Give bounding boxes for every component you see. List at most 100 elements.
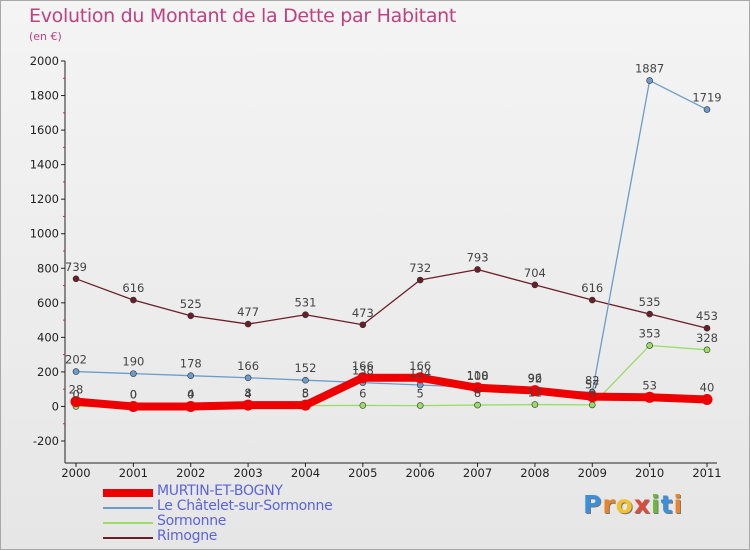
data-point: [357, 372, 369, 384]
x-tick-label: 2001: [119, 466, 148, 480]
data-point: [299, 399, 311, 411]
legend-swatch: [103, 522, 153, 524]
data-point: [244, 374, 252, 382]
x-tick-label: 2003: [233, 466, 262, 480]
data-label: 178: [180, 357, 202, 371]
y-tick-label: 1200: [30, 192, 59, 206]
x-tick-label: 2002: [176, 466, 205, 480]
series-layer: [70, 77, 713, 412]
y-tick-label: 400: [37, 330, 59, 344]
legend-swatch: [103, 537, 153, 539]
data-label: 739: [65, 260, 87, 274]
y-tick-label: 600: [37, 296, 59, 310]
data-point: [70, 396, 82, 408]
data-label: 28: [69, 383, 84, 397]
data-point: [531, 401, 539, 408]
legend-label: Rimogne: [157, 528, 218, 544]
data-label: 4: [187, 387, 194, 401]
data-point: [474, 266, 481, 273]
x-tick-label: 2004: [291, 466, 320, 480]
data-point: [588, 296, 596, 304]
data-point: [529, 385, 541, 397]
series-line-rimogne: [75, 268, 708, 329]
y-tick-label: 1400: [30, 158, 59, 172]
logo-letter: P: [583, 490, 603, 519]
logo-letter: i: [673, 490, 684, 519]
data-point: [359, 321, 367, 329]
data-label: 535: [639, 295, 661, 309]
data-point: [531, 281, 539, 289]
legend-label: MURTIN-ET-BOGNY: [157, 483, 283, 499]
data-label: 166: [237, 359, 259, 373]
data-label: 1719: [692, 91, 721, 105]
data-point: [130, 370, 137, 377]
data-label: 616: [122, 281, 144, 295]
series-line-murtin-et-bogny: [72, 373, 711, 411]
x-tick-label: 2010: [635, 466, 664, 480]
legend-swatch: [103, 489, 153, 497]
logo-letter: o: [615, 490, 634, 519]
data-label: 0: [187, 387, 194, 401]
logo-letter: i: [651, 490, 661, 519]
chart-title: Evolution du Montant de la Dette par Hab…: [29, 5, 457, 27]
data-point: [127, 400, 139, 412]
legend-label: Sormonne: [157, 513, 227, 529]
data-label: 0: [130, 387, 137, 401]
proxiti-logo: Proxiti: [583, 490, 683, 519]
data-label: 477: [237, 305, 259, 319]
data-label: 82: [585, 373, 600, 387]
logo-letter: r: [602, 490, 616, 519]
data-label: 108: [467, 369, 489, 383]
data-label: 5: [302, 387, 309, 401]
data-label: 8: [474, 386, 481, 400]
data-point: [359, 402, 367, 409]
x-tick-label: 2007: [463, 466, 492, 480]
x-tick-label: 2000: [61, 466, 90, 480]
data-point: [646, 77, 653, 84]
data-label: 152: [294, 361, 316, 375]
data-label: 190: [122, 355, 144, 369]
data-point: [72, 275, 80, 283]
y-tick-label: 1800: [30, 89, 59, 103]
data-label: 732: [409, 261, 431, 275]
data-point: [703, 106, 711, 113]
data-point: [416, 276, 424, 284]
data-point: [416, 402, 424, 409]
data-label: 1887: [635, 62, 664, 76]
data-point: [242, 399, 254, 411]
data-point: [646, 342, 653, 349]
legend-label: Le Châtelet-sur-Sormonne: [157, 498, 333, 514]
x-tick-label: 2006: [406, 466, 435, 480]
data-point: [130, 296, 137, 304]
data-label: 704: [524, 266, 546, 280]
data-point: [646, 310, 653, 318]
y-tick-label: 200: [37, 365, 59, 379]
y-tick-label: 1600: [30, 123, 59, 137]
data-point: [72, 368, 80, 375]
data-point: [703, 324, 711, 332]
data-point: [244, 320, 252, 328]
data-label: 473: [352, 306, 374, 320]
data-label: 0: [130, 387, 137, 401]
x-tick-label: 2008: [520, 466, 549, 480]
data-point: [701, 394, 713, 406]
data-label: 8: [302, 386, 309, 400]
data-label: 525: [180, 297, 202, 311]
y-tick-label: 0: [52, 399, 59, 413]
data-point: [474, 401, 481, 409]
data-label: 453: [696, 309, 718, 323]
chart-subtitle: (en €): [29, 30, 62, 43]
data-label: 40: [700, 381, 715, 395]
axes: -200020040060080010001200140016001800200…: [30, 54, 722, 480]
y-tick-label: -200: [33, 434, 59, 448]
series-line-le-ch-telet-sur-sormonne: [75, 79, 708, 393]
y-tick-label: 2000: [30, 54, 59, 68]
data-label: 4: [244, 387, 251, 401]
data-label: 5: [417, 387, 424, 401]
x-tick-label: 2009: [578, 466, 607, 480]
logo-letter: t: [660, 490, 674, 519]
data-point: [472, 382, 484, 394]
data-label: 166: [409, 359, 431, 373]
